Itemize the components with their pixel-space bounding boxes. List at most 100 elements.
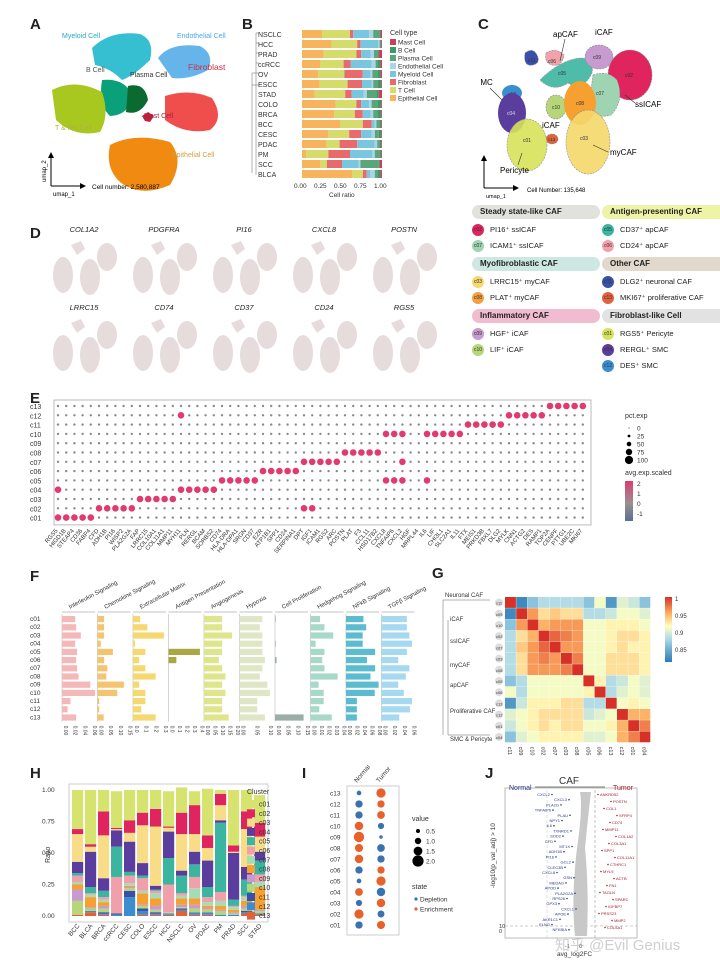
dot <box>89 404 92 408</box>
gene-label-normal: PLAU <box>558 813 569 818</box>
x-tick-label: 0.02 <box>72 726 78 736</box>
dot <box>442 488 445 491</box>
feature-umap <box>53 319 117 373</box>
dot <box>376 460 379 463</box>
dot <box>524 507 527 510</box>
panel-c-umap: c11 c06 c05 c09 c02 c07 c12 c04 c10 c08 … <box>480 28 661 200</box>
bar-segment-b-cell <box>378 110 382 118</box>
dot <box>130 488 133 491</box>
heatmap-cell <box>561 608 572 620</box>
dot <box>557 423 560 426</box>
dot <box>278 451 281 454</box>
dot <box>581 469 584 473</box>
panel-b-letter: B <box>242 16 253 33</box>
dot <box>87 514 95 521</box>
dot <box>581 460 584 463</box>
cluster-label-c04: c04 <box>507 111 515 117</box>
pathway-bar <box>310 706 320 713</box>
dot <box>393 497 396 501</box>
dot <box>196 497 199 501</box>
dot <box>204 460 207 463</box>
dot-tumor <box>376 898 386 908</box>
dot <box>360 516 363 519</box>
bar-segment-c02 <box>137 812 149 826</box>
dot <box>229 451 232 454</box>
dot <box>376 507 379 510</box>
cluster-label-c11: c11 <box>528 58 536 64</box>
pathway-bar <box>133 648 146 655</box>
category-label: PM <box>258 152 269 159</box>
dot <box>89 469 92 473</box>
dot <box>532 460 535 463</box>
dot-normal <box>354 909 364 919</box>
legend-item-label: RGS5⁺ Pericyte <box>620 329 674 338</box>
gene-point <box>574 892 576 895</box>
dot <box>458 469 461 473</box>
category-label: SCC <box>258 162 273 169</box>
pathway-bar <box>204 673 226 680</box>
heatmap-cell <box>561 597 572 608</box>
row-label: c10 <box>496 623 503 628</box>
bar-segment-c05 <box>72 873 84 876</box>
bar-segment-c10 <box>189 908 201 913</box>
gene-label-normal: NFKBIA <box>553 927 568 932</box>
bar-segment-b-cell <box>379 150 382 158</box>
heatmap-cell <box>628 686 640 698</box>
dot <box>425 442 429 445</box>
bar-segment-mast-cell <box>379 160 382 168</box>
x-tick-label: -1 <box>565 944 570 950</box>
legend-swatch <box>247 827 255 836</box>
legend-label: Fibroblast <box>398 80 427 87</box>
y-tick-label: 0 <box>499 929 502 935</box>
heatmap-cell <box>527 653 539 664</box>
pathway-bar <box>97 689 118 696</box>
dot <box>516 442 519 445</box>
dot <box>491 460 494 463</box>
dot <box>507 479 511 482</box>
bar-segment-c13 <box>202 914 214 916</box>
dot <box>390 477 398 484</box>
legend-swatch <box>247 809 255 818</box>
umap-cluster-epithelial <box>108 137 178 191</box>
bar-segment-mast-cell <box>381 120 382 128</box>
dot <box>499 497 502 501</box>
x-tick-label: 0.4 <box>199 726 205 733</box>
dot <box>343 432 347 436</box>
gene-point <box>603 807 605 810</box>
dot <box>212 442 215 445</box>
dot <box>417 479 420 482</box>
panel-c-letter: C <box>478 16 489 33</box>
bar-segment-c12 <box>124 897 136 916</box>
gene-point <box>611 919 613 922</box>
bar-segment-c03 <box>228 851 240 853</box>
pathway-bar <box>133 673 156 680</box>
dot <box>270 488 273 491</box>
heatmap-cell <box>538 619 550 631</box>
bar-segment-c02 <box>202 835 214 848</box>
dot <box>114 469 117 473</box>
heatmap-cell <box>538 630 550 642</box>
heatmap-cell <box>561 731 572 743</box>
gene-point <box>606 884 608 887</box>
pathway-bar <box>381 616 407 623</box>
pathway-bar <box>381 665 410 672</box>
dot <box>302 488 306 491</box>
column-label: c09 <box>517 747 523 756</box>
size-legend-dot <box>624 455 634 465</box>
legend-label: Epithelial Cell <box>398 96 438 103</box>
dot <box>464 421 472 428</box>
bar-segment-c07 <box>215 900 227 906</box>
color-legend-label: 2 <box>637 481 641 488</box>
dot <box>155 414 158 417</box>
y-tick-label: 0.00 <box>42 913 55 920</box>
y-tick-label: 1.00 <box>42 787 55 794</box>
heatmap-cell <box>594 697 606 709</box>
dot <box>122 497 125 501</box>
feature-umap <box>213 319 277 373</box>
row-label: c02 <box>496 634 503 639</box>
dot <box>308 458 316 466</box>
heatmap-cell <box>572 731 584 743</box>
heatmap-cell <box>617 630 628 642</box>
dot <box>425 488 429 491</box>
dot <box>376 469 379 473</box>
